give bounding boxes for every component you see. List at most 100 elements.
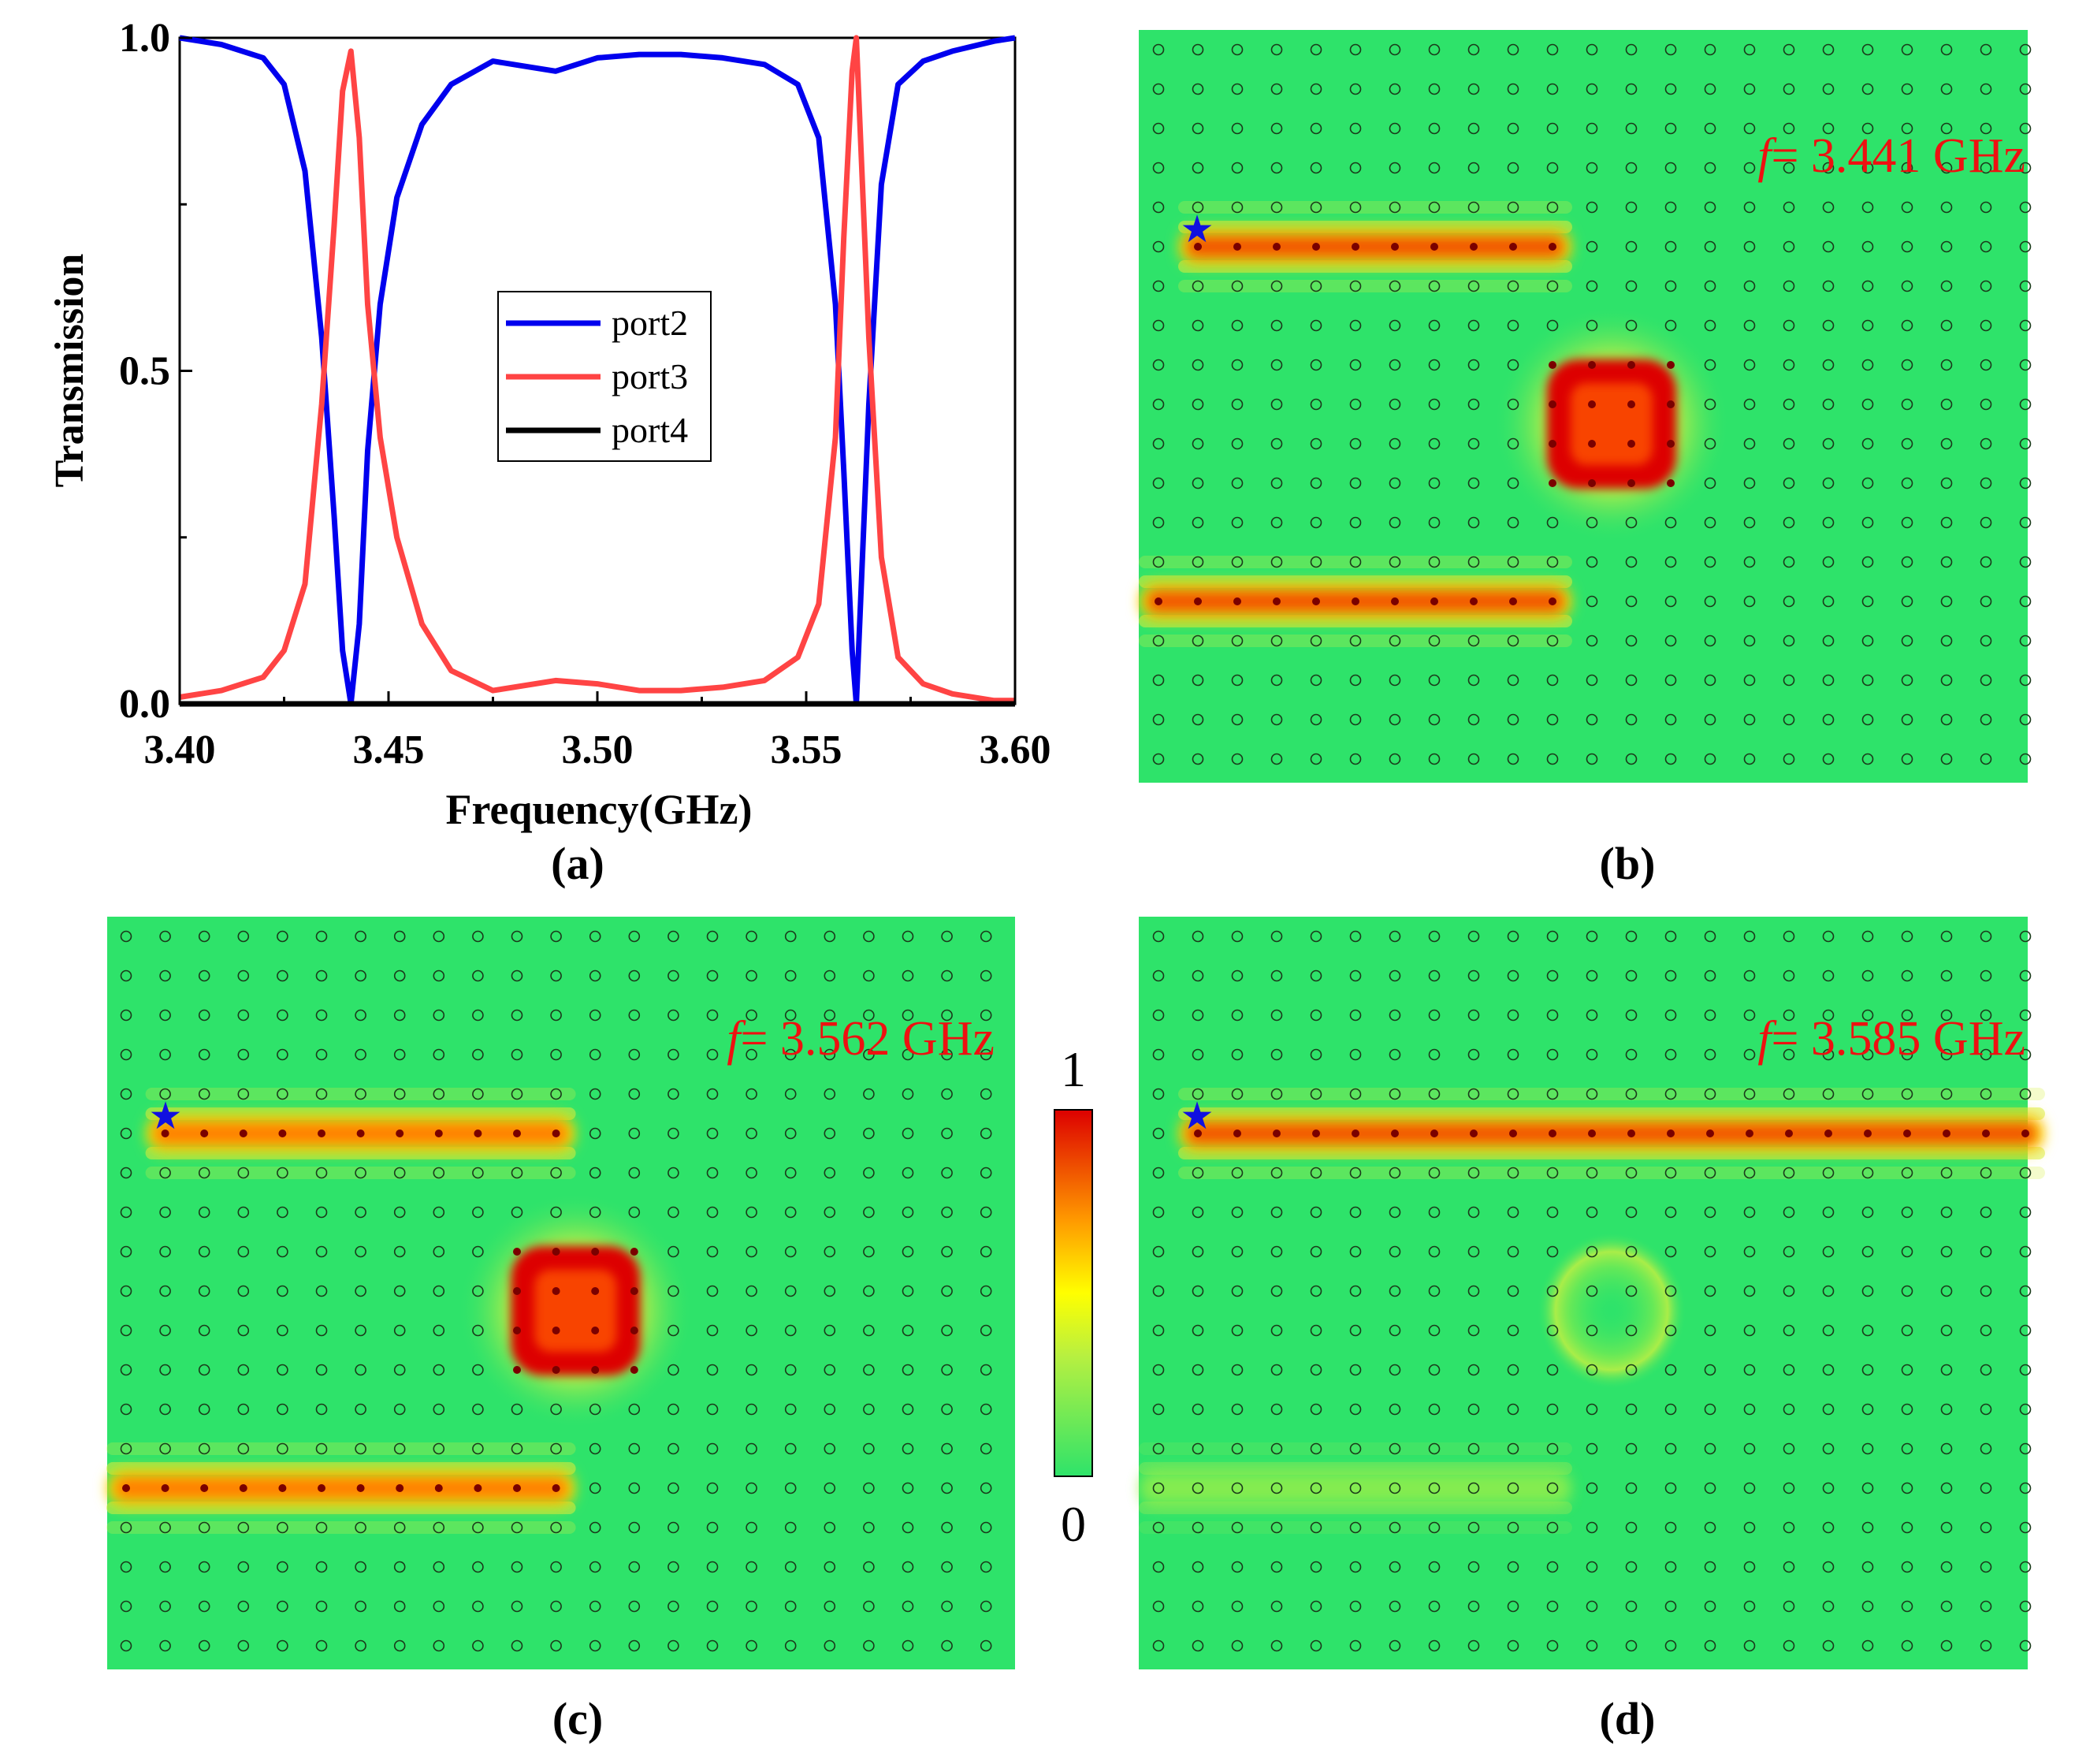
rod [784, 1442, 797, 1455]
rod [1231, 1442, 1244, 1455]
rod [1625, 280, 1638, 292]
rod [824, 1127, 836, 1140]
rod [1310, 556, 1322, 568]
rod [1980, 477, 1992, 489]
rod [1152, 1167, 1165, 1179]
rod [2019, 1403, 2032, 1416]
rod [2019, 635, 2032, 647]
rod [1980, 1167, 1992, 1179]
rod [1310, 1442, 1322, 1455]
rod [1743, 240, 1756, 253]
rod-hot [1509, 1129, 1517, 1137]
rod [1546, 1324, 1559, 1337]
rod [198, 1403, 210, 1416]
rod [1270, 359, 1283, 371]
rod [1861, 437, 1874, 450]
rod [1980, 969, 1992, 982]
rod [1428, 556, 1441, 568]
rod [1349, 1048, 1362, 1061]
rod [1743, 1442, 1756, 1455]
rod [746, 1127, 757, 1140]
rod [1389, 1442, 1401, 1455]
rod [550, 1403, 562, 1416]
rod [1822, 43, 1835, 56]
rod [1349, 1009, 1362, 1022]
rod [1507, 1639, 1519, 1652]
rod [1152, 1206, 1165, 1219]
rod [1822, 1561, 1835, 1573]
rod [1901, 930, 1913, 943]
rod-hot [1982, 1129, 1990, 1137]
rod [1270, 1285, 1283, 1297]
rod [2019, 930, 2032, 943]
rod [1625, 83, 1638, 95]
rod [1664, 1403, 1677, 1416]
rod [393, 1442, 406, 1455]
rod [980, 1285, 992, 1297]
rod [1861, 359, 1874, 371]
rod [433, 1403, 445, 1416]
rod [237, 1009, 250, 1022]
rod [1743, 122, 1756, 135]
rod [315, 1364, 328, 1376]
rod [1783, 122, 1795, 135]
panel-label-d: (d) [1600, 1693, 1656, 1744]
rod [1625, 122, 1638, 135]
rod [706, 969, 719, 982]
rod [1231, 1088, 1244, 1100]
rod [1586, 1521, 1598, 1534]
rod [1664, 1009, 1677, 1022]
rod-hot [239, 1484, 247, 1492]
rod-hot [356, 1484, 365, 1492]
rod [2019, 1285, 2032, 1297]
rod-hot [1627, 1129, 1635, 1137]
rod [1980, 1639, 1992, 1652]
rod [1861, 674, 1874, 687]
rod [315, 1442, 328, 1455]
rod [1861, 1088, 1874, 1100]
rod [941, 930, 953, 943]
rod [355, 1600, 366, 1613]
rod [1980, 122, 1992, 135]
rod [1270, 162, 1283, 174]
rod [1704, 1442, 1716, 1455]
rod [433, 1245, 445, 1258]
rod [706, 1324, 719, 1337]
rod [1980, 398, 1992, 411]
rod [1507, 1088, 1519, 1100]
rod [1822, 1048, 1835, 1061]
rod [628, 1521, 641, 1534]
rod [1901, 1600, 1913, 1613]
rod [1625, 713, 1638, 726]
rod [1507, 1442, 1519, 1455]
rod [1152, 1285, 1165, 1297]
rod [824, 1442, 836, 1455]
rod [1704, 1600, 1716, 1613]
rod-hot [1549, 479, 1556, 487]
rod-hot [122, 1484, 130, 1492]
rod [1389, 1009, 1401, 1022]
rod [1743, 162, 1756, 174]
rod [2019, 1009, 2032, 1022]
rod [1743, 398, 1756, 411]
rod-hot [513, 1248, 521, 1256]
rod [315, 1285, 328, 1297]
rod [1231, 516, 1244, 529]
rod [1270, 1009, 1283, 1022]
rod [1546, 83, 1559, 95]
rod [1783, 1088, 1795, 1100]
rod [472, 1600, 484, 1613]
rod [1586, 930, 1598, 943]
rod [1743, 969, 1756, 982]
field-guide-core [1186, 238, 1564, 255]
rod [315, 1048, 328, 1061]
rod [706, 1088, 719, 1100]
rod [1270, 753, 1283, 765]
rod [1310, 280, 1322, 292]
rod [1980, 1048, 1992, 1061]
rod [1507, 319, 1519, 332]
rod [198, 969, 210, 982]
field-side-lobe [1178, 1167, 2045, 1179]
rod [1586, 1324, 1598, 1337]
rod [1861, 969, 1874, 982]
